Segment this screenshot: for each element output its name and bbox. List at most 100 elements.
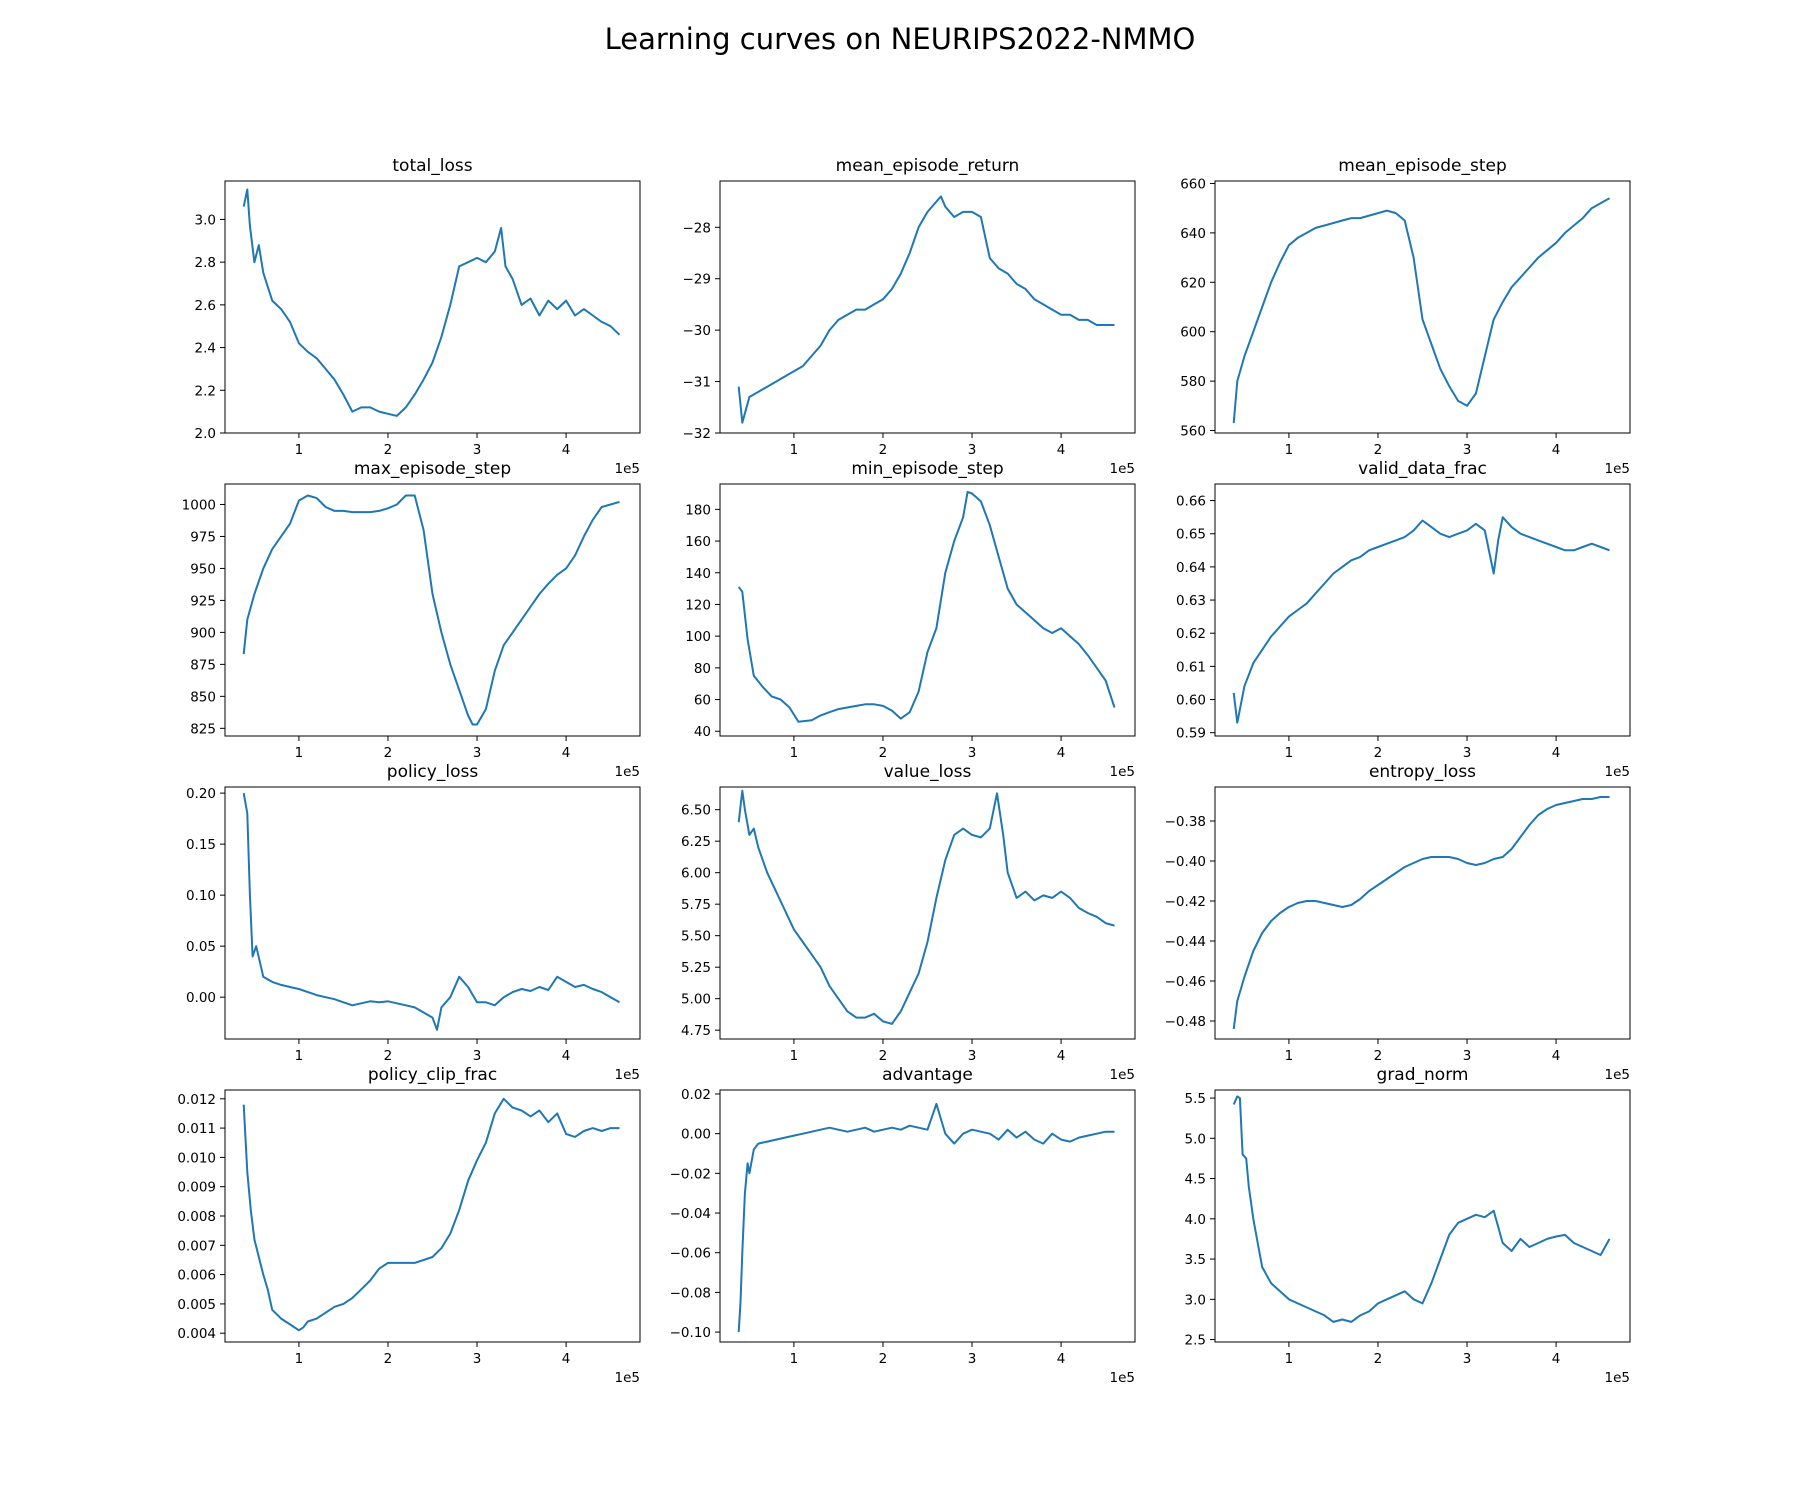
x-tick-label: 2 bbox=[384, 745, 393, 761]
y-tick-label: −0.04 bbox=[670, 1206, 711, 1222]
y-tick-label: −0.46 bbox=[1165, 974, 1206, 990]
y-tick-label: −32 bbox=[683, 426, 712, 442]
y-tick-label: 580 bbox=[1180, 374, 1206, 390]
y-tick-label: 5.5 bbox=[1185, 1091, 1206, 1107]
x-tick-label: 1 bbox=[1285, 1048, 1294, 1064]
x-tick-label: 3 bbox=[1463, 745, 1472, 761]
x-tick-label: 2 bbox=[879, 1351, 888, 1367]
x-tick-label: 3 bbox=[1463, 1048, 1472, 1064]
y-tick-label: −29 bbox=[683, 272, 712, 288]
subplot-policy-loss: policy_loss 1 2 3 4 0.00 0.05 0.10 0.15 0.20 1e5 bbox=[186, 762, 641, 1083]
y-tick-label: −0.44 bbox=[1165, 934, 1206, 950]
y-tick-label: 0.007 bbox=[177, 1238, 216, 1254]
y-tick-label: 0.15 bbox=[186, 837, 216, 853]
y-tick-label: 2.5 bbox=[1185, 1333, 1206, 1349]
axes-frame bbox=[224, 483, 641, 737]
figure-title: Learning curves on NEURIPS2022-NMMO bbox=[604, 22, 1196, 56]
x-tick-label: 4 bbox=[1552, 745, 1561, 761]
y-tick-label: 0.008 bbox=[177, 1209, 216, 1225]
x-offset-text: 1e5 bbox=[1110, 1067, 1135, 1083]
x-tick-label: 4 bbox=[1057, 745, 1066, 761]
y-tick-label: 0.004 bbox=[177, 1326, 216, 1342]
subplot-valid-data-frac: valid_data_frac 1 2 3 4 0.59 0.60 0.61 0.62 0.63 0… bbox=[1176, 459, 1631, 780]
series-line bbox=[737, 789, 1115, 1025]
x-offset-text: 1e5 bbox=[1605, 764, 1630, 780]
subplot-title: value_loss bbox=[884, 762, 972, 782]
y-tick-label: 5.50 bbox=[681, 929, 711, 945]
y-tick-label: −0.40 bbox=[1165, 854, 1206, 870]
y-tick-label: 0.010 bbox=[177, 1150, 216, 1166]
y-tick-label: 3.5 bbox=[1185, 1252, 1206, 1268]
x-tick-label: 4 bbox=[1552, 1048, 1561, 1064]
series-line bbox=[737, 1102, 1115, 1333]
x-tick-label: 3 bbox=[968, 1048, 977, 1064]
y-tick-label: 0.005 bbox=[177, 1297, 216, 1313]
axes-frame bbox=[1214, 1089, 1631, 1343]
axes-frame bbox=[224, 1089, 641, 1343]
y-tick-label: 0.006 bbox=[177, 1268, 216, 1284]
axes-frame bbox=[224, 786, 641, 1040]
y-tick-label: 0.20 bbox=[186, 786, 216, 802]
x-tick-label: 1 bbox=[1285, 745, 1294, 761]
series-line bbox=[242, 792, 620, 1031]
subplot-mean-episode-step: mean_episode_step 1 2 3 4 560 580 600 620 640 660 1… bbox=[1180, 156, 1631, 477]
x-tick-label: 4 bbox=[1552, 442, 1561, 458]
y-tick-label: 140 bbox=[685, 566, 711, 582]
x-tick-label: 3 bbox=[473, 1351, 482, 1367]
subplot-min-episode-step: min_episode_step 1 2 3 4 40 60 80 100 120 140 160 18… bbox=[685, 459, 1136, 780]
y-tick-label: 2.2 bbox=[195, 383, 216, 399]
y-tick-label: −30 bbox=[683, 323, 712, 339]
y-tick-label: 0.65 bbox=[1176, 527, 1206, 543]
x-tick-label: 4 bbox=[562, 1048, 571, 1064]
y-tick-label: 0.59 bbox=[1176, 726, 1206, 742]
y-tick-label: 6.00 bbox=[681, 866, 711, 882]
x-offset-text: 1e5 bbox=[1605, 1067, 1630, 1083]
subplot-mean-episode-return: mean_episode_return 1 2 3 4 −32 −31 −30 −29 −28 1e… bbox=[683, 156, 1136, 477]
y-tick-label: 4.0 bbox=[1185, 1212, 1206, 1228]
subplot-title: grad_norm bbox=[1377, 1065, 1469, 1085]
y-tick-label: 0.00 bbox=[681, 1127, 711, 1143]
y-tick-label: 0.63 bbox=[1176, 593, 1206, 609]
y-tick-label: 60 bbox=[694, 693, 711, 709]
y-tick-label: 0.05 bbox=[186, 939, 216, 955]
y-tick-label: 3.0 bbox=[195, 212, 216, 228]
y-tick-label: 120 bbox=[685, 597, 711, 613]
x-tick-label: 2 bbox=[384, 442, 393, 458]
x-tick-label: 1 bbox=[295, 745, 304, 761]
y-tick-label: 850 bbox=[190, 689, 216, 705]
axes-frame bbox=[719, 1089, 1136, 1343]
x-offset-text: 1e5 bbox=[1605, 1370, 1630, 1386]
y-tick-label: −28 bbox=[683, 220, 712, 236]
series-line bbox=[737, 490, 1116, 723]
y-tick-label: −0.38 bbox=[1165, 814, 1206, 830]
y-tick-label: 0.10 bbox=[186, 888, 216, 904]
y-tick-label: 0.62 bbox=[1176, 626, 1206, 642]
subplot-title: mean_episode_step bbox=[1338, 156, 1506, 176]
subplot-grad-norm: grad_norm 1 2 3 4 2.5 3.0 3.5 4.0 4.5 5.0 5.5 1e5 bbox=[1185, 1065, 1631, 1386]
y-tick-label: 5.0 bbox=[1185, 1131, 1206, 1147]
y-tick-label: 2.4 bbox=[195, 341, 216, 357]
x-tick-label: 3 bbox=[1463, 1351, 1472, 1367]
y-tick-label: 600 bbox=[1180, 325, 1206, 341]
axes-frame bbox=[719, 786, 1136, 1040]
x-tick-label: 2 bbox=[879, 1048, 888, 1064]
x-tick-label: 2 bbox=[1374, 745, 1383, 761]
axes-frame bbox=[1214, 483, 1631, 737]
y-tick-label: 0.66 bbox=[1176, 494, 1206, 510]
x-offset-text: 1e5 bbox=[615, 1370, 640, 1386]
y-tick-label: −0.10 bbox=[670, 1325, 711, 1341]
y-tick-label: 640 bbox=[1180, 226, 1206, 242]
y-tick-label: 0.02 bbox=[681, 1087, 711, 1103]
y-tick-label: 950 bbox=[190, 561, 216, 577]
y-tick-label: −0.42 bbox=[1165, 894, 1206, 910]
y-tick-label: 900 bbox=[190, 625, 216, 641]
y-tick-label: 660 bbox=[1180, 176, 1206, 192]
y-tick-label: 1000 bbox=[182, 497, 216, 513]
y-tick-label: 0.64 bbox=[1176, 560, 1206, 576]
y-tick-label: 6.50 bbox=[681, 803, 711, 819]
x-tick-label: 4 bbox=[1057, 1048, 1066, 1064]
y-tick-label: 2.0 bbox=[195, 426, 216, 442]
y-tick-label: 180 bbox=[685, 502, 711, 518]
subplot-policy-clip-frac: policy_clip_frac 1 2 3 4 0.004 0.005 0.006 0.007… bbox=[177, 1065, 641, 1386]
y-tick-label: 6.25 bbox=[681, 834, 711, 850]
